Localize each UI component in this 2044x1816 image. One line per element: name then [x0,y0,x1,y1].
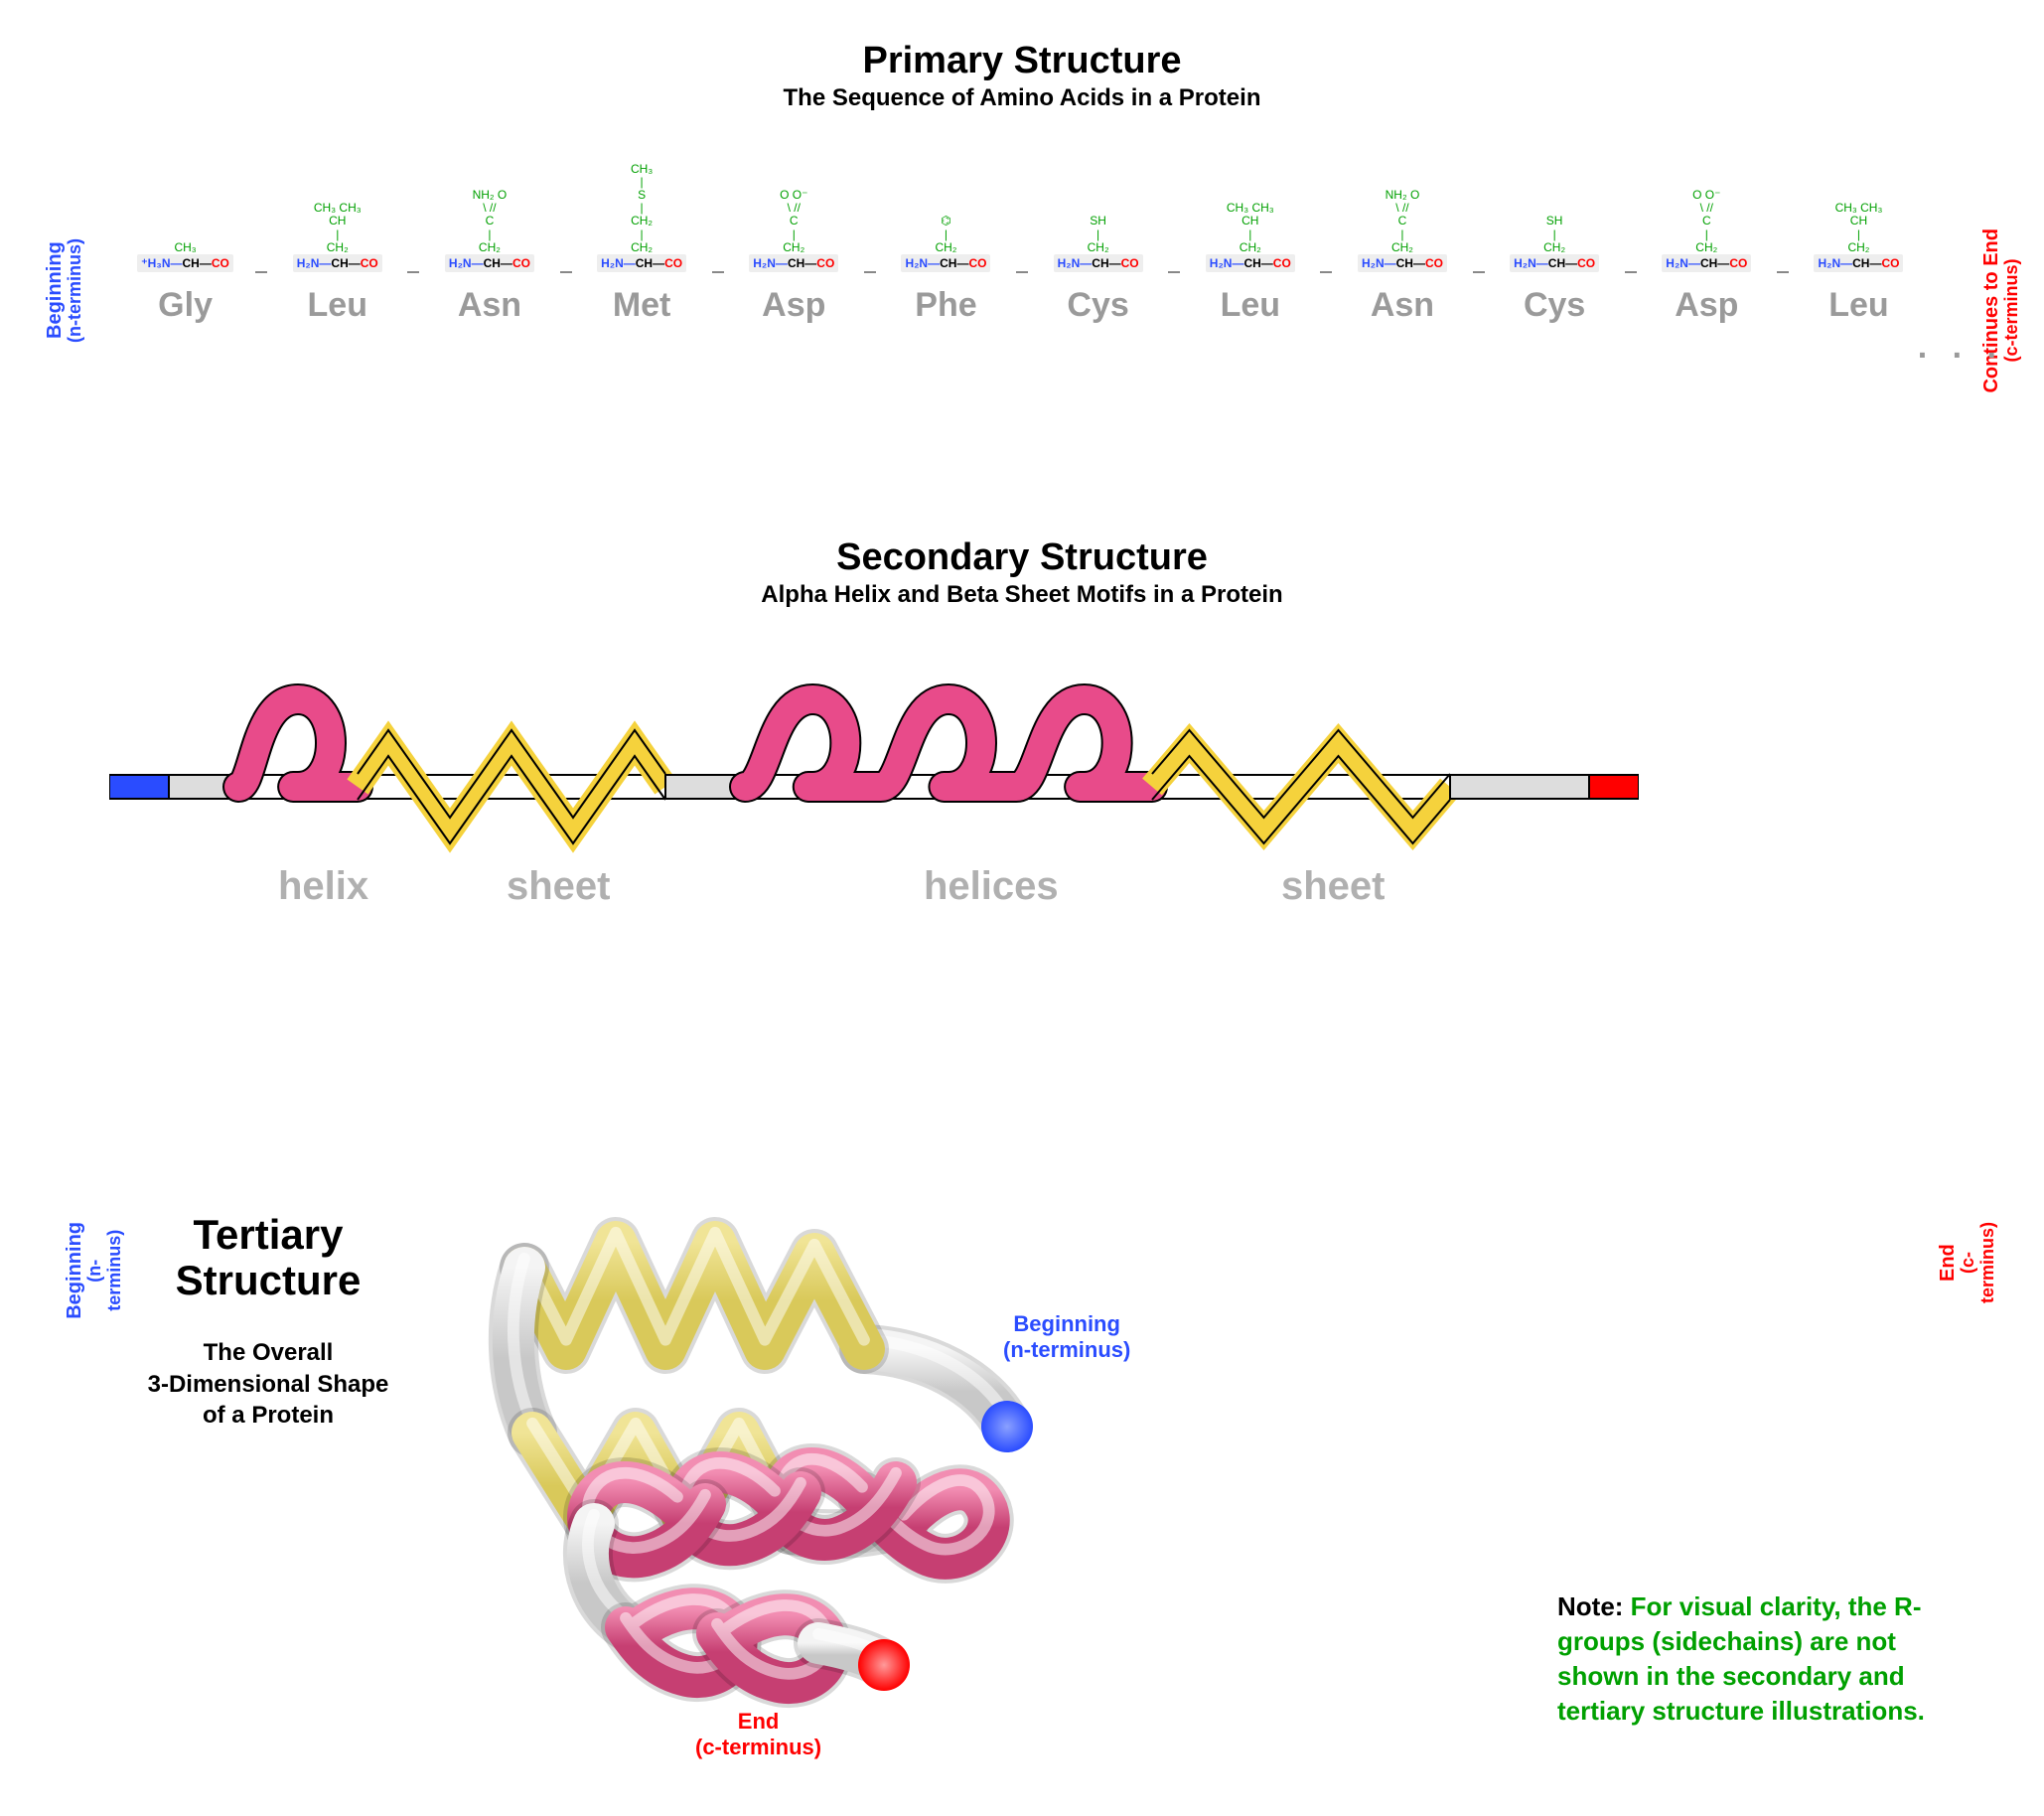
amino-acid-code: Asp [762,286,825,325]
secondary-structure-section: Secondary Structure Alpha Helix and Beta… [0,536,2044,974]
amino-acid-residue: CH₃ CH₃CH|CH₂H₂N—CH—CO Leu [1174,159,1326,325]
primary-subtitle: The Sequence of Amino Acids in a Protein [0,84,2044,112]
tertiary-cterminus-main: End [738,1709,780,1734]
tertiary-title-block: Tertiary Structure The Overall3-Dimensio… [89,1212,447,1431]
amino-acid-backbone: H₂N—CH—CO [1510,254,1599,272]
secondary-label-helix: helix [278,864,368,909]
amino-acid-residue: CH₃ CH₃CH|CH₂H₂N—CH—CO Leu [261,159,413,325]
tertiary-cterminus-sub: (c-terminus) [695,1735,821,1759]
amino-acid-code: Cys [1067,286,1128,325]
tertiary-subtitle: The Overall3-Dimensional Shapeof a Prote… [89,1337,447,1431]
amino-acid-sidechain: CH₃ [174,159,196,254]
primary-cterminus-label: Continues to End (c-terminus) [1980,228,2022,393]
amino-acid-backbone: H₂N—CH—CO [1054,254,1143,272]
amino-acid-sidechain: CH₃ CH₃CH|CH₂ [1835,159,1883,254]
primary-cterminus-sub: (c-terminus) [2002,228,2022,393]
amino-acid-residue: ⌬|CH₂H₂N—CH—CO Phe [870,159,1022,325]
amino-acid-sidechain: O O⁻\ //C|CH₂ [1692,159,1720,254]
amino-acid-code: Asp [1675,286,1738,325]
secondary-cterm-segment [1589,775,1639,799]
amino-acid-sidechain: CH₃ CH₃CH|CH₂ [314,159,362,254]
alpha-helix [745,699,1152,787]
tertiary-cterminus-label: End (c-terminus) [695,1709,821,1761]
amino-acid-residue: SH|CH₂H₂N—CH—CO Cys [1022,159,1174,325]
secondary-subtitle: Alpha Helix and Beta Sheet Motifs in a P… [0,581,2044,609]
tertiary-nterminus-sub: (n-terminus) [1003,1337,1130,1362]
amino-acid-backbone: H₂N—CH—CO [1814,254,1903,272]
page: Primary Structure The Sequence of Amino … [0,0,2044,1816]
note: Note: For visual clarity, the R-groups (… [1557,1589,1984,1729]
amino-acid-backbone: H₂N—CH—CO [445,254,534,272]
amino-acid-code: Phe [915,286,976,325]
secondary-label-sheet: sheet [507,864,611,909]
secondary-nterm-segment [109,775,169,799]
amino-acid-residue: CH₃ CH₃CH|CH₂H₂N—CH—CO Leu [1783,159,1935,325]
tertiary-title-l2: Structure [176,1257,362,1303]
note-label: Note: [1557,1591,1623,1621]
amino-acid-backbone: H₂N—CH—CO [293,254,382,272]
tertiary-title: Tertiary Structure [89,1212,447,1303]
amino-acid-code: Gly [158,286,213,325]
tertiary-nterminus-main: Beginning [1013,1311,1120,1336]
amino-acid-residue: NH₂ O\ //C|CH₂H₂N—CH—CO Asn [413,159,565,325]
amino-acid-code: Cys [1524,286,1585,325]
primary-nterminus-sub: (n-terminus) [66,238,85,343]
amino-acid-residue: SH|CH₂H₂N—CH—CO Cys [1479,159,1631,325]
amino-acid-code: Asn [458,286,521,325]
amino-acid-sidechain: SH|CH₂ [1543,159,1565,254]
primary-nterminus-main: Beginning [44,238,66,343]
amino-acid-backbone: ⁺H₃N—CH—CO [137,254,233,272]
amino-acid-residue: CH₃|S|CH₂|CH₂H₂N—CH—CO Met [566,159,718,325]
tertiary-title-l1: Tertiary [194,1211,344,1258]
amino-acid-code: Asn [1371,286,1434,325]
amino-acid-code: Leu [1221,286,1280,325]
amino-acid-sidechain: CH₃ CH₃CH|CH₂ [1227,159,1274,254]
amino-acid-sidechain: NH₂ O\ //C|CH₂ [473,159,508,254]
amino-acid-backbone: H₂N—CH—CO [597,254,686,272]
amino-acid-sequence: CH₃⁺H₃N—CH—COGlyCH₃ CH₃CH|CH₂H₂N—CH—COLe… [109,159,1935,325]
primary-structure-section: Primary Structure The Sequence of Amino … [0,40,2044,437]
amino-acid-residue: NH₂ O\ //C|CH₂H₂N—CH—CO Asn [1326,159,1478,325]
secondary-label-sheet: sheet [1281,864,1386,909]
amino-acid-backbone: H₂N—CH—CO [901,254,990,272]
primary-cterminus-main: Continues to End [1980,228,2002,393]
amino-acid-backbone: H₂N—CH—CO [1206,254,1295,272]
cterminus-ball [858,1639,910,1691]
amino-acid-code: Met [613,286,671,325]
secondary-title: Secondary Structure [0,536,2044,579]
amino-acid-backbone: H₂N—CH—CO [1358,254,1447,272]
amino-acid-code: Leu [308,286,367,325]
amino-acid-backbone: H₂N—CH—CO [749,254,838,272]
tertiary-nterminus-label: Beginning (n-terminus) [1003,1311,1130,1364]
secondary-coil-segment [1450,775,1589,799]
amino-acid-sidechain: O O⁻\ //C|CH₂ [780,159,807,254]
tertiary-structure-diagram [467,1123,1102,1739]
amino-acid-residue: O O⁻\ //C|CH₂H₂N—CH—CO Asp [1631,159,1783,325]
secondary-label-helices: helices [924,864,1059,909]
tertiary-structure-section: Tertiary Structure The Overall3-Dimensio… [0,1053,2044,1788]
amino-acid-sidechain: ⌬|CH₂ [935,159,956,254]
amino-acid-code: Leu [1828,286,1888,325]
amino-acid-residue: O O⁻\ //C|CH₂H₂N—CH—CO Asp [718,159,870,325]
primary-title: Primary Structure [0,40,2044,82]
amino-acid-backbone: H₂N—CH—CO [1662,254,1751,272]
secondary-structure-diagram [109,646,1639,854]
amino-acid-sidechain: CH₃|S|CH₂|CH₂ [631,159,653,254]
nterminus-ball [981,1401,1033,1452]
amino-acid-sidechain: SH|CH₂ [1088,159,1109,254]
amino-acid-sidechain: NH₂ O\ //C|CH₂ [1386,159,1420,254]
amino-acid-residue: CH₃⁺H₃N—CH—CO Gly [109,159,261,325]
primary-nterminus-label: Beginning (n-terminus) [44,238,85,343]
sequence-ellipsis: . . . [1918,328,2004,367]
